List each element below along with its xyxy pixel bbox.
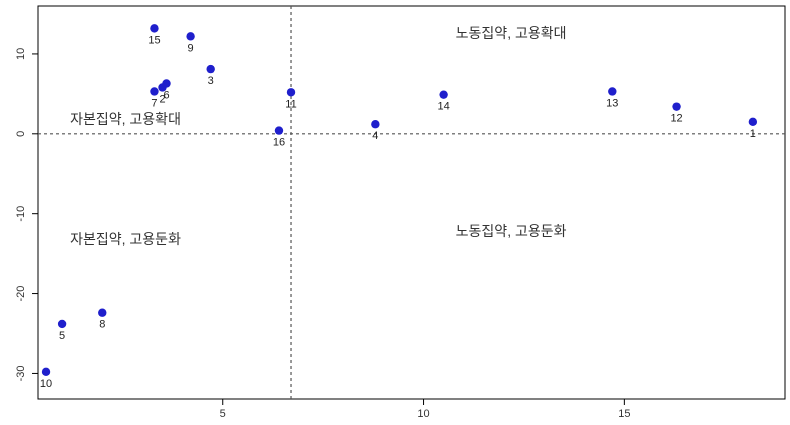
- point-label: 3: [208, 75, 214, 87]
- axes: 5 10 15 10 0 -10 -20 -30: [15, 48, 630, 420]
- data-point: [608, 87, 617, 96]
- data-point: [371, 120, 380, 129]
- data-point: [41, 367, 51, 377]
- x-tick-label: 15: [618, 408, 630, 420]
- x-tick-label: 5: [220, 408, 226, 420]
- point-label: 12: [670, 113, 682, 125]
- quadrant-label: 자본집약, 고용확대: [70, 111, 181, 127]
- point-label: 16: [273, 137, 285, 149]
- point-label: 7: [151, 97, 157, 109]
- y-tick-label: 0: [15, 131, 27, 137]
- point-label: 8: [99, 319, 105, 331]
- point-label: 4: [372, 130, 378, 142]
- data-point: [98, 308, 107, 317]
- data-point: [57, 319, 67, 329]
- y-tick-label: -10: [15, 206, 27, 222]
- quadrant-label: 자본집약, 고용둔화: [70, 231, 181, 247]
- y-tick-label: 10: [15, 48, 27, 60]
- data-point: [274, 126, 284, 135]
- data-point: [672, 102, 681, 111]
- point-label: 10: [40, 378, 52, 390]
- y-tick-label: -20: [15, 286, 27, 302]
- y-tick-label: -30: [15, 365, 27, 381]
- point-label: 13: [606, 97, 618, 109]
- data-point: [186, 32, 195, 41]
- x-tick-label: 10: [417, 408, 429, 420]
- point-label: 2: [159, 93, 165, 105]
- data-point: [439, 90, 448, 99]
- data-point: [286, 88, 296, 97]
- point-label: 5: [59, 330, 65, 342]
- quadrant-label: 노동집약, 고용둔화: [456, 223, 567, 239]
- data-point: [150, 24, 159, 33]
- point-label: 14: [438, 101, 450, 113]
- plot-border: [37, 5, 786, 400]
- data-point: [150, 87, 159, 96]
- point-label: 6: [163, 89, 169, 101]
- data-point: [162, 79, 171, 88]
- point-label: 15: [148, 34, 160, 46]
- data-point: [748, 117, 758, 127]
- point-label: 9: [188, 42, 194, 54]
- data-point: [206, 64, 215, 74]
- quadrant-label: 노동집약, 고용확대: [456, 25, 567, 41]
- point-label: 11: [285, 98, 296, 110]
- point-label: 1: [750, 128, 756, 140]
- reference-lines: [38, 6, 785, 399]
